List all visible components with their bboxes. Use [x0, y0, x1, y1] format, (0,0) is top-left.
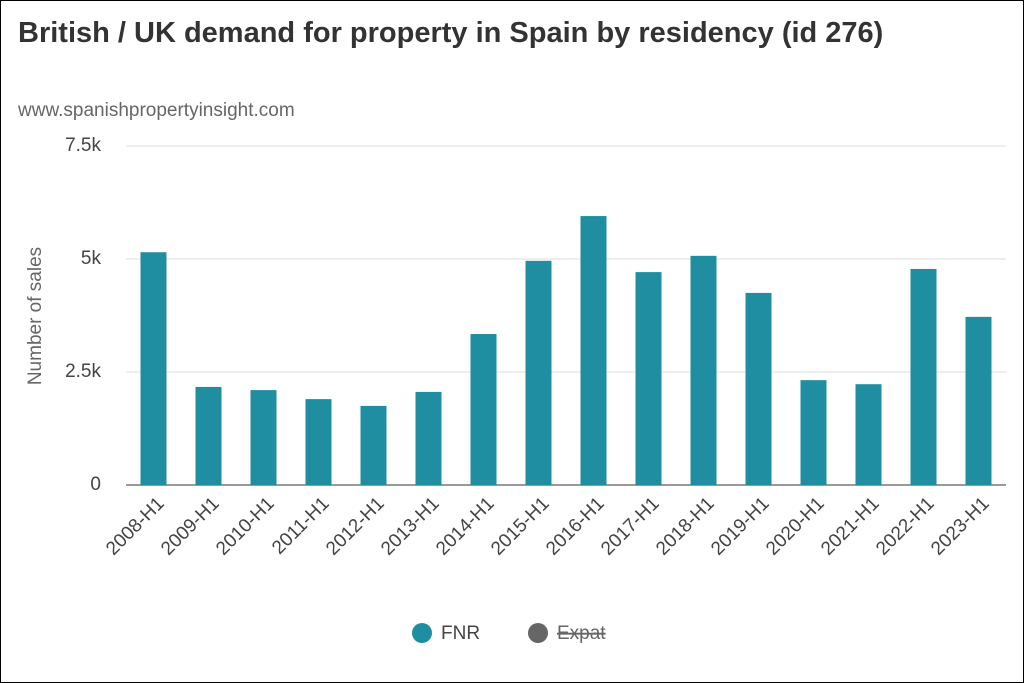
x-tick-label: 2023-H1	[927, 493, 993, 559]
bar	[140, 252, 167, 485]
x-tick-label: 2020-H1	[762, 493, 828, 559]
bar	[635, 272, 662, 485]
bar	[470, 334, 497, 485]
legend-marker	[528, 623, 548, 643]
bar	[250, 390, 277, 485]
x-tick-label: 2022-H1	[872, 493, 938, 559]
legend-marker	[412, 623, 432, 643]
x-tick-label: 2018-H1	[652, 493, 718, 559]
x-tick-label: 2008-H1	[102, 493, 168, 559]
x-tick-label: 2019-H1	[707, 493, 773, 559]
y-tick-label: 0	[90, 474, 101, 495]
y-tick-label: 7.5k	[65, 135, 101, 156]
bar	[525, 260, 552, 485]
y-tick-label: 2.5k	[65, 361, 101, 382]
chart-subtitle: www.spanishpropertyinsight.com	[18, 100, 295, 121]
bar	[305, 399, 332, 485]
legend-label: Expat	[557, 623, 606, 644]
bar	[855, 384, 882, 485]
chart-title: British / UK demand for property in Spai…	[18, 17, 884, 49]
x-tick-label: 2010-H1	[212, 493, 278, 559]
x-tick-label: 2021-H1	[817, 493, 883, 559]
y-axis-label: Number of sales	[25, 247, 46, 385]
x-tick-label: 2011-H1	[268, 493, 333, 558]
x-tick-label: 2009-H1	[157, 493, 223, 559]
bar	[415, 391, 442, 485]
bar	[965, 316, 992, 485]
bar	[360, 405, 387, 485]
x-tick-label: 2014-H1	[432, 493, 498, 559]
bar	[745, 292, 772, 485]
bar	[195, 386, 222, 485]
bar	[800, 380, 827, 485]
legend-label: FNR	[441, 623, 480, 644]
bar	[910, 268, 937, 485]
bar	[690, 255, 717, 485]
bar	[580, 216, 607, 485]
x-tick-label: 2017-H1	[597, 493, 663, 559]
y-tick-label: 5k	[81, 248, 102, 269]
x-tick-label: 2013-H1	[377, 493, 443, 559]
x-tick-label: 2015-H1	[487, 493, 553, 559]
x-tick-label: 2016-H1	[542, 493, 608, 559]
x-tick-label: 2012-H1	[322, 493, 388, 559]
